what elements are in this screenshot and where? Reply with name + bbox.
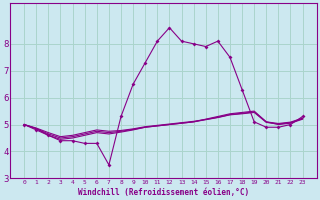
X-axis label: Windchill (Refroidissement éolien,°C): Windchill (Refroidissement éolien,°C): [78, 188, 249, 197]
